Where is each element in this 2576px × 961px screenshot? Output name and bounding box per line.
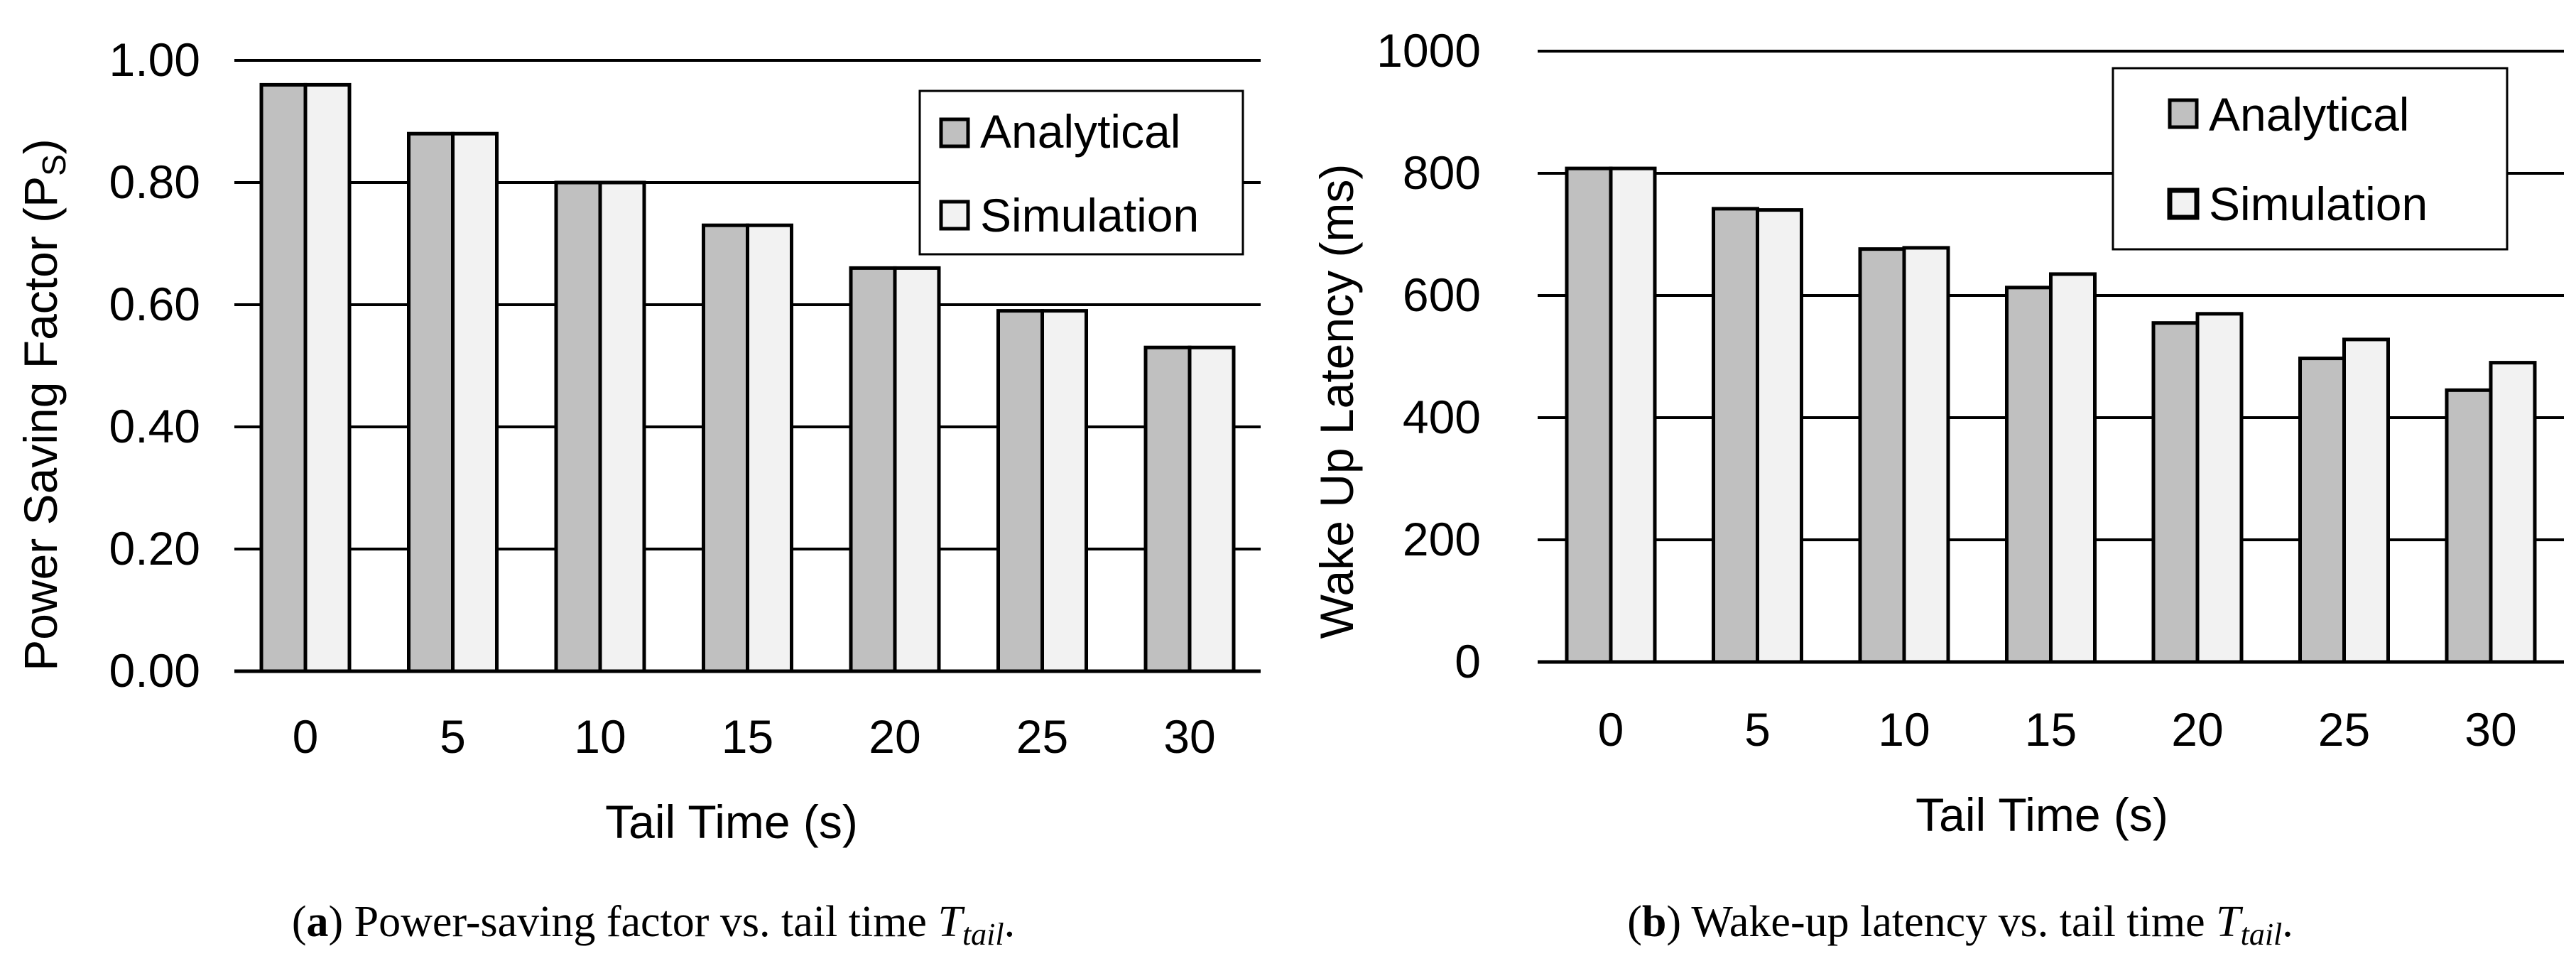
chart-a-y-axis: 0.00 0.20 0.40 0.60 0.80 1.00: [109, 33, 200, 697]
x-tick-label: 30: [2464, 703, 2516, 756]
caption-a: (a) Power-saving factor vs. tail time Tt…: [292, 898, 1015, 952]
bar-analytical-25: [996, 309, 1044, 673]
x-tick-label: 10: [1878, 703, 1930, 756]
legend-label-analytical: Analytical: [2209, 88, 2409, 141]
caption-b: (b) Wake-up latency vs. tail time Ttail.: [1627, 898, 2293, 952]
x-tick-label: 25: [1016, 710, 1068, 763]
x-tick-label: 20: [2171, 703, 2223, 756]
chart-a-legend: Analytical Simulation: [918, 89, 1244, 256]
legend-swatch-analytical: [939, 117, 970, 148]
y-tick-label: 1.00: [109, 33, 200, 86]
x-tick-label: 25: [2318, 703, 2370, 756]
chart-b-x-axis: 0 5 10 15 20 25 30: [1598, 703, 2517, 756]
x-tick-label: 30: [1163, 710, 1215, 763]
x-tick-label: 10: [574, 710, 626, 763]
bar-analytical-20: [2151, 321, 2200, 664]
bar-analytical-10: [554, 180, 602, 673]
y-tick-label: 1000: [1376, 24, 1481, 77]
chart-a-y-label: Power Saving Factor (PS): [14, 139, 72, 671]
bar-analytical-30: [1143, 345, 1192, 673]
bar-analytical-20: [849, 266, 897, 673]
chart-b-y-label: Wake Up Latency (ms): [1310, 164, 1363, 639]
bar-simulation-10: [598, 180, 646, 673]
bar-analytical-15: [702, 223, 749, 673]
legend-swatch-simulation: [2167, 188, 2200, 220]
bar-simulation-5: [451, 131, 499, 673]
bar-simulation-30: [2489, 361, 2537, 664]
chart-b: 0 200 400 600 800 1000 0 5 10 15 20 25 30 Tail Time…: [1310, 24, 2564, 952]
x-tick-label: 15: [722, 710, 773, 763]
bar-analytical-15: [2005, 286, 2053, 664]
bar-simulation-15: [2049, 272, 2097, 664]
x-tick-label: 5: [440, 710, 466, 763]
legend-swatch-simulation: [939, 200, 970, 231]
y-tick-label: 0.60: [109, 278, 200, 330]
bar-simulation-0: [303, 82, 352, 673]
bar-simulation-0: [1609, 166, 1657, 664]
bar-analytical-0: [1565, 166, 1613, 664]
bar-analytical-5: [1712, 207, 1759, 664]
chart-b-x-label: Tail Time (s): [1915, 788, 2168, 841]
bar-analytical-5: [407, 131, 455, 673]
chart-a: 0.00 0.20 0.40 0.60 0.80 1.00 0 5 10 15 20 25 30 Ta…: [14, 33, 1261, 952]
bar-simulation-15: [746, 223, 793, 673]
chart-a-x-axis: 0 5 10 15 20 25 30: [293, 710, 1216, 763]
bar-analytical-25: [2298, 357, 2346, 664]
chart-b-y-axis: 0 200 400 600 800 1000: [1376, 24, 1481, 688]
bar-simulation-30: [1188, 345, 1236, 673]
bar-analytical-30: [2445, 388, 2493, 664]
y-tick-label: 0.20: [109, 522, 200, 575]
chart-b-legend: Analytical Simulation: [2112, 67, 2509, 251]
legend-label-analytical: Analytical: [980, 105, 1180, 158]
bar-simulation-5: [1756, 208, 1803, 664]
chart-a-legend-box: [918, 89, 1244, 256]
bar-analytical-10: [1858, 247, 1906, 664]
y-tick-label: 0: [1455, 635, 1481, 688]
chart-a-bars: [259, 82, 1236, 673]
x-tick-label: 0: [293, 710, 319, 763]
bar-simulation-20: [2195, 312, 2244, 664]
y-tick-label: 400: [1403, 391, 1481, 443]
bar-analytical-0: [259, 82, 308, 673]
bar-simulation-10: [1902, 246, 1950, 664]
x-tick-label: 0: [1598, 703, 1624, 756]
x-tick-label: 5: [1744, 703, 1771, 756]
chart-a-x-label: Tail Time (s): [605, 796, 858, 848]
legend-swatch-analytical: [2168, 98, 2199, 129]
x-tick-label: 15: [2025, 703, 2077, 756]
y-tick-label: 0.40: [109, 400, 200, 452]
y-tick-label: 0.80: [109, 156, 200, 208]
x-tick-label: 20: [869, 710, 920, 763]
legend-label-simulation: Simulation: [980, 189, 1199, 241]
legend-label-simulation: Simulation: [2209, 178, 2428, 230]
bar-simulation-25: [1040, 309, 1088, 673]
y-tick-label: 0.00: [109, 644, 200, 697]
y-tick-label: 200: [1403, 513, 1481, 565]
bar-simulation-20: [893, 266, 941, 673]
y-tick-label: 800: [1403, 146, 1481, 199]
y-tick-label: 600: [1403, 268, 1481, 321]
bar-simulation-25: [2342, 337, 2390, 664]
chart-b-bars: [1565, 166, 2537, 664]
